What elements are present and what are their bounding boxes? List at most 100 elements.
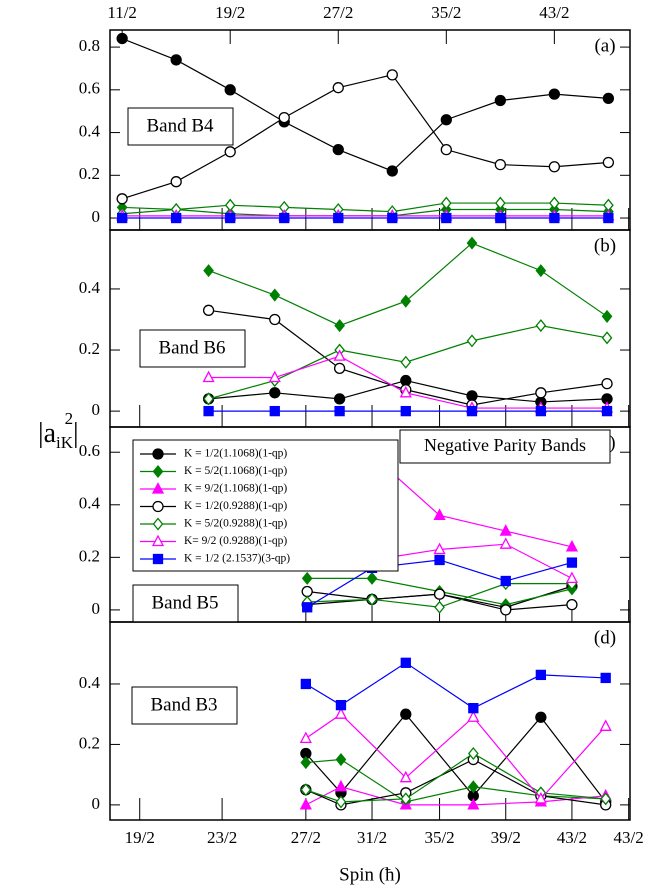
marker bbox=[171, 212, 182, 224]
marker bbox=[549, 196, 560, 210]
marker bbox=[535, 405, 547, 417]
series-line bbox=[305, 758, 606, 803]
y-tick-label: 0.2 bbox=[79, 733, 100, 752]
marker bbox=[366, 592, 378, 606]
marker bbox=[278, 111, 290, 124]
y-tick-label: 0.4 bbox=[79, 673, 101, 692]
marker bbox=[299, 797, 312, 810]
marker bbox=[269, 387, 281, 399]
marker bbox=[203, 392, 214, 406]
annotation: Band B5 bbox=[151, 592, 218, 613]
marker bbox=[441, 212, 452, 224]
legend-marker bbox=[152, 500, 164, 513]
marker bbox=[599, 719, 612, 731]
marker bbox=[301, 571, 313, 585]
x2-tick-label: 43/2 bbox=[539, 3, 569, 22]
y-axis-label-part: 2 bbox=[65, 409, 74, 428]
marker bbox=[387, 212, 398, 224]
marker bbox=[225, 212, 236, 224]
marker bbox=[302, 602, 313, 613]
panel-label: (b) bbox=[594, 235, 616, 256]
annotation-box bbox=[131, 686, 238, 725]
marker bbox=[602, 156, 615, 169]
marker bbox=[202, 370, 215, 383]
marker bbox=[300, 783, 312, 797]
marker bbox=[116, 193, 128, 205]
series-line bbox=[305, 752, 606, 803]
marker bbox=[400, 405, 411, 417]
series-line bbox=[305, 713, 607, 803]
y-axis-label-part: iK bbox=[56, 433, 74, 452]
annotation-box bbox=[132, 584, 239, 623]
x-tick-label: 31/2 bbox=[357, 828, 387, 847]
marker bbox=[500, 575, 511, 587]
marker bbox=[224, 84, 236, 96]
marker bbox=[269, 405, 280, 417]
annotation: Band B3 bbox=[150, 694, 217, 715]
marker bbox=[467, 780, 479, 794]
marker bbox=[466, 236, 478, 250]
marker bbox=[400, 657, 411, 668]
marker bbox=[224, 146, 236, 158]
y-tick-label: 0.4 bbox=[79, 278, 101, 297]
marker bbox=[301, 585, 313, 598]
legend-label: K= 9/2 (0.9288)(1-qp) bbox=[184, 535, 287, 547]
legend-label: K = 9/2(1.1068)(1-qp) bbox=[184, 483, 287, 495]
marker bbox=[601, 331, 613, 345]
marker bbox=[565, 571, 578, 584]
panel-frame bbox=[109, 621, 631, 821]
legend-marker bbox=[152, 464, 164, 479]
marker bbox=[335, 699, 347, 711]
marker bbox=[535, 669, 547, 681]
x-tick-label: 19/2 bbox=[125, 828, 155, 847]
annotation-box bbox=[139, 329, 246, 368]
marker bbox=[565, 539, 578, 552]
legend-marker bbox=[151, 534, 165, 547]
y-tick-label: 0 bbox=[92, 400, 101, 419]
marker bbox=[548, 88, 561, 100]
x-tick-label: 27/2 bbox=[291, 828, 321, 847]
marker bbox=[434, 554, 445, 566]
marker bbox=[332, 144, 344, 156]
y-tick-label: 0.2 bbox=[79, 164, 100, 183]
annotation: Band B6 bbox=[158, 337, 225, 358]
series-line bbox=[121, 37, 609, 172]
marker bbox=[466, 405, 478, 417]
legend-marker bbox=[152, 553, 164, 565]
x-tick-label: 43/2 bbox=[557, 828, 587, 847]
x-tick-label: 35/2 bbox=[424, 828, 454, 847]
marker bbox=[499, 524, 512, 536]
marker bbox=[335, 795, 347, 809]
note: Negative Parity Bands bbox=[424, 435, 586, 455]
panel-label: (d) bbox=[594, 627, 616, 648]
panel-label: (a) bbox=[594, 35, 615, 56]
marker bbox=[386, 69, 398, 81]
marker bbox=[333, 362, 346, 375]
marker bbox=[566, 557, 578, 568]
legend-label: K = 1/2 (2.1537)(3-qp) bbox=[184, 553, 290, 565]
series-line bbox=[208, 242, 608, 327]
x2-tick-label: 19/2 bbox=[215, 3, 245, 22]
x-tick-label: 43/2 bbox=[614, 828, 644, 847]
marker bbox=[333, 393, 346, 405]
marker bbox=[602, 92, 615, 105]
y-tick-label: 0 bbox=[92, 207, 101, 226]
marker bbox=[400, 792, 412, 806]
marker bbox=[600, 672, 611, 684]
legend-marker bbox=[152, 448, 164, 460]
note-box bbox=[399, 429, 611, 464]
marker bbox=[433, 588, 446, 600]
marker bbox=[334, 405, 345, 417]
marker bbox=[603, 212, 614, 224]
series-line bbox=[305, 662, 606, 709]
marker bbox=[468, 703, 479, 714]
marker bbox=[466, 334, 478, 348]
marker bbox=[203, 264, 214, 278]
x-tick-label: 23/2 bbox=[207, 828, 237, 847]
series-line bbox=[305, 786, 606, 806]
marker bbox=[386, 165, 398, 177]
y-tick-label: 0.4 bbox=[79, 494, 101, 513]
y-tick-label: 0.2 bbox=[79, 339, 100, 358]
marker bbox=[440, 114, 452, 126]
